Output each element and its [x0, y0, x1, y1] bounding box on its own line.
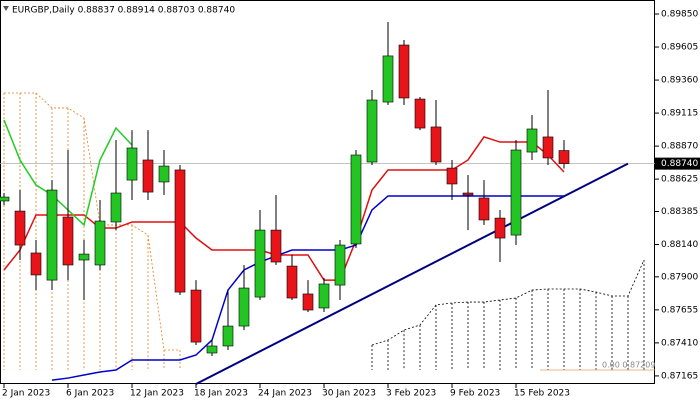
cloud-edge — [371, 259, 645, 346]
candle-body — [78, 253, 90, 261]
candle-body — [414, 98, 426, 129]
candle-body — [30, 252, 42, 276]
x-tick-label: 24 Jan 2023 — [258, 389, 312, 399]
candle-body — [302, 293, 314, 311]
candle-body — [430, 126, 442, 163]
candle-body — [494, 217, 506, 239]
x-tick-label: 6 Jan 2023 — [66, 389, 114, 399]
candle-body — [366, 99, 378, 163]
y-tick-label: 0.87410 — [661, 338, 698, 348]
x-tick-label: 3 Feb 2023 — [386, 389, 436, 399]
candle-body — [542, 136, 554, 159]
candle-body — [14, 210, 26, 246]
candle-body — [254, 229, 266, 298]
x-tick-label: 9 Feb 2023 — [450, 389, 500, 399]
cloud-edge — [4, 92, 180, 351]
candle-body — [446, 167, 458, 185]
candle-body — [510, 149, 522, 236]
candle-body — [382, 55, 394, 103]
candle-body — [558, 150, 570, 164]
x-tick-label: 2 Jan 2023 — [2, 389, 50, 399]
plot-frame — [0, 0, 655, 384]
y-tick-label: 0.88870 — [661, 142, 698, 152]
candle-body — [222, 325, 234, 347]
candle-body — [398, 44, 410, 99]
chart-title: EURGBP,Daily 0.88837 0.88914 0.88703 0.8… — [12, 6, 235, 16]
fib-label: 0.00 0.87209 — [602, 360, 655, 369]
y-tick-label: 0.87900 — [661, 272, 698, 282]
candle-body — [94, 220, 106, 266]
candle-body — [0, 196, 10, 202]
candle-body — [62, 216, 74, 266]
x-tick-label: 30 Jan 2023 — [322, 389, 376, 399]
candle-body — [334, 244, 346, 286]
y-tick-label: 0.89115 — [661, 109, 698, 119]
y-tick-label: 0.89850 — [661, 10, 698, 20]
x-tick-label: 15 Feb 2023 — [514, 389, 570, 399]
candle-body — [142, 159, 154, 193]
candle-body — [286, 265, 298, 299]
candle-body — [110, 192, 122, 223]
y-tick-label: 0.87165 — [661, 371, 698, 381]
y-tick-label: 0.88140 — [661, 240, 698, 250]
y-tick-label: 0.89360 — [661, 76, 698, 86]
x-tick-label: 18 Jan 2023 — [194, 389, 248, 399]
candle-body — [478, 197, 490, 221]
candle-body — [206, 345, 218, 354]
indicator-line — [51, 195, 564, 381]
candle-body — [46, 189, 58, 281]
last-price-label: 0.88740 — [661, 159, 698, 169]
candle-body — [526, 128, 538, 153]
candle-body — [462, 192, 474, 196]
candle-body — [158, 165, 170, 183]
y-tick-label: 0.87655 — [661, 305, 698, 315]
menu-icon — [3, 6, 9, 11]
y-tick-label: 0.88625 — [661, 175, 698, 185]
x-tick-label: 12 Jan 2023 — [130, 389, 184, 399]
candle-body — [318, 283, 330, 309]
candle-body — [270, 229, 282, 263]
last-price-box — [655, 157, 700, 170]
candle-body — [126, 147, 138, 181]
candle-body — [190, 289, 202, 343]
y-tick-label: 0.88385 — [661, 207, 698, 217]
y-tick-label: 0.89605 — [661, 43, 698, 53]
candle-body — [238, 287, 250, 327]
candle-body — [174, 169, 186, 293]
candle-body — [350, 154, 362, 245]
trendline — [195, 162, 629, 385]
